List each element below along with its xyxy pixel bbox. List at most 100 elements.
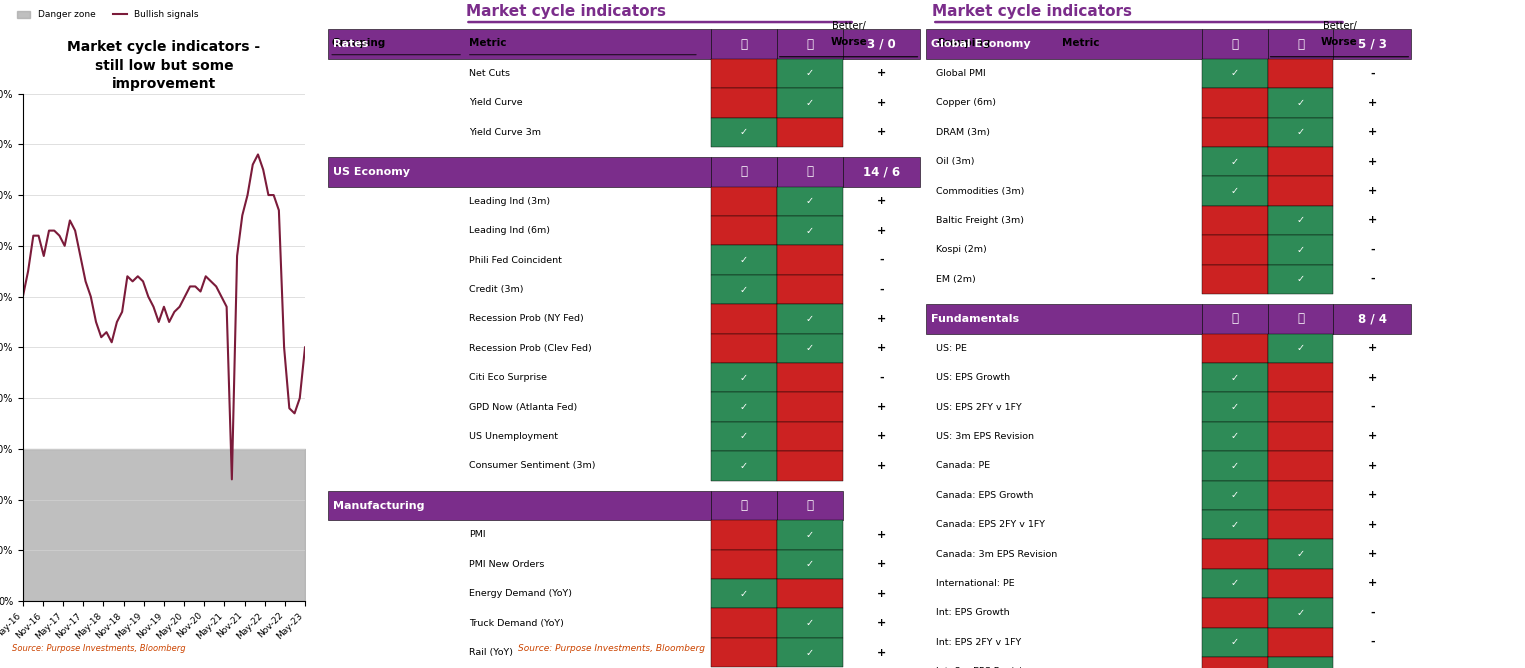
Text: -: -: [880, 373, 884, 383]
FancyBboxPatch shape: [1267, 147, 1333, 176]
Text: 14 / 6: 14 / 6: [863, 166, 900, 178]
FancyBboxPatch shape: [1267, 265, 1333, 294]
Text: Canada: PE: Canada: PE: [936, 462, 990, 470]
Text: Oil (3m): Oil (3m): [936, 157, 974, 166]
Text: Rail (YoY): Rail (YoY): [470, 648, 512, 657]
Text: Credit (3m): Credit (3m): [470, 285, 523, 294]
FancyBboxPatch shape: [711, 216, 776, 245]
FancyBboxPatch shape: [843, 157, 921, 186]
Text: +: +: [1368, 186, 1377, 196]
FancyBboxPatch shape: [776, 59, 843, 88]
Text: ✓: ✓: [1231, 402, 1238, 412]
Text: Kospi (2m): Kospi (2m): [936, 245, 987, 255]
FancyBboxPatch shape: [776, 275, 843, 304]
FancyBboxPatch shape: [776, 216, 843, 245]
Text: ✓: ✓: [1296, 245, 1304, 255]
Text: Truck Demand (YoY): Truck Demand (YoY): [470, 619, 564, 628]
FancyBboxPatch shape: [776, 638, 843, 667]
FancyBboxPatch shape: [776, 157, 843, 186]
FancyBboxPatch shape: [1202, 510, 1267, 539]
Text: ✓: ✓: [805, 69, 814, 78]
FancyBboxPatch shape: [711, 579, 776, 609]
FancyBboxPatch shape: [711, 392, 776, 422]
Text: US: 3m EPS Revision: US: 3m EPS Revision: [936, 432, 1034, 441]
FancyBboxPatch shape: [711, 88, 776, 118]
FancyBboxPatch shape: [1267, 59, 1333, 88]
Text: ✓: ✓: [805, 559, 814, 569]
Text: -: -: [1369, 245, 1374, 255]
Text: +: +: [877, 530, 886, 540]
FancyBboxPatch shape: [776, 550, 843, 579]
Text: Rates: Rates: [332, 39, 368, 49]
FancyBboxPatch shape: [1202, 29, 1267, 59]
Text: +: +: [877, 128, 886, 137]
Text: +: +: [877, 69, 886, 78]
FancyBboxPatch shape: [1267, 29, 1333, 59]
Text: -: -: [1369, 275, 1374, 284]
Text: US: EPS 2FY v 1FY: US: EPS 2FY v 1FY: [936, 403, 1022, 411]
Text: +: +: [1368, 373, 1377, 383]
FancyBboxPatch shape: [1202, 392, 1267, 422]
Text: Global PMI: Global PMI: [936, 69, 985, 78]
FancyBboxPatch shape: [711, 363, 776, 392]
FancyBboxPatch shape: [1267, 235, 1333, 265]
Text: +: +: [877, 461, 886, 471]
Text: PMI New Orders: PMI New Orders: [470, 560, 544, 569]
Text: US: PE: US: PE: [936, 344, 967, 353]
Text: 🐻: 🐻: [1298, 37, 1304, 51]
FancyBboxPatch shape: [776, 186, 843, 216]
Text: ✓: ✓: [1231, 490, 1238, 500]
Text: 3 / 0: 3 / 0: [868, 37, 895, 51]
Text: ✓: ✓: [1296, 667, 1304, 668]
FancyBboxPatch shape: [711, 422, 776, 451]
Text: ✓: ✓: [805, 530, 814, 540]
Text: Commodities (3m): Commodities (3m): [936, 186, 1025, 196]
Text: ✓: ✓: [1296, 216, 1304, 225]
Text: ✓: ✓: [1296, 128, 1304, 137]
Title: Market cycle indicators -
still low but some
improvement: Market cycle indicators - still low but …: [67, 40, 261, 91]
FancyBboxPatch shape: [1202, 235, 1267, 265]
FancyBboxPatch shape: [711, 491, 776, 520]
Text: 🐻: 🐻: [1231, 313, 1238, 325]
Text: Metric: Metric: [1061, 38, 1100, 48]
FancyBboxPatch shape: [1202, 88, 1267, 118]
Text: ✓: ✓: [1231, 520, 1238, 530]
FancyBboxPatch shape: [1267, 627, 1333, 657]
Text: Fundamentals: Fundamentals: [932, 314, 1019, 324]
Text: ✓: ✓: [1231, 69, 1238, 78]
Text: ✓: ✓: [740, 285, 747, 295]
Text: Citi Eco Surprise: Citi Eco Surprise: [470, 373, 547, 382]
FancyBboxPatch shape: [711, 304, 776, 333]
FancyBboxPatch shape: [1267, 176, 1333, 206]
FancyBboxPatch shape: [711, 609, 776, 638]
Text: ✓: ✓: [740, 373, 747, 383]
Text: Metric: Metric: [470, 38, 506, 48]
Text: +: +: [1368, 343, 1377, 353]
Text: +: +: [1368, 490, 1377, 500]
FancyBboxPatch shape: [776, 520, 843, 550]
FancyBboxPatch shape: [1202, 59, 1267, 88]
Text: ✓: ✓: [805, 98, 814, 108]
Text: -: -: [880, 255, 884, 265]
Text: ✓: ✓: [1231, 157, 1238, 166]
Text: ✓: ✓: [1231, 186, 1238, 196]
FancyBboxPatch shape: [711, 638, 776, 667]
Text: ✓: ✓: [1231, 373, 1238, 383]
Text: +: +: [877, 196, 886, 206]
Text: ✓: ✓: [1231, 578, 1238, 589]
Text: +: +: [1368, 461, 1377, 471]
Text: Energy Demand (YoY): Energy Demand (YoY): [470, 589, 572, 599]
FancyBboxPatch shape: [711, 275, 776, 304]
Text: US Economy: US Economy: [332, 167, 410, 177]
FancyBboxPatch shape: [1267, 304, 1333, 333]
Text: Int: EPS 2FY v 1FY: Int: EPS 2FY v 1FY: [936, 638, 1022, 647]
FancyBboxPatch shape: [776, 118, 843, 147]
Text: Grouping: Grouping: [331, 38, 386, 48]
Text: Phili Fed Coincident: Phili Fed Coincident: [470, 256, 563, 265]
FancyBboxPatch shape: [776, 304, 843, 333]
FancyBboxPatch shape: [1267, 333, 1333, 363]
FancyBboxPatch shape: [1202, 118, 1267, 147]
Text: +: +: [1368, 578, 1377, 589]
FancyBboxPatch shape: [711, 550, 776, 579]
Text: -: -: [1369, 637, 1374, 647]
